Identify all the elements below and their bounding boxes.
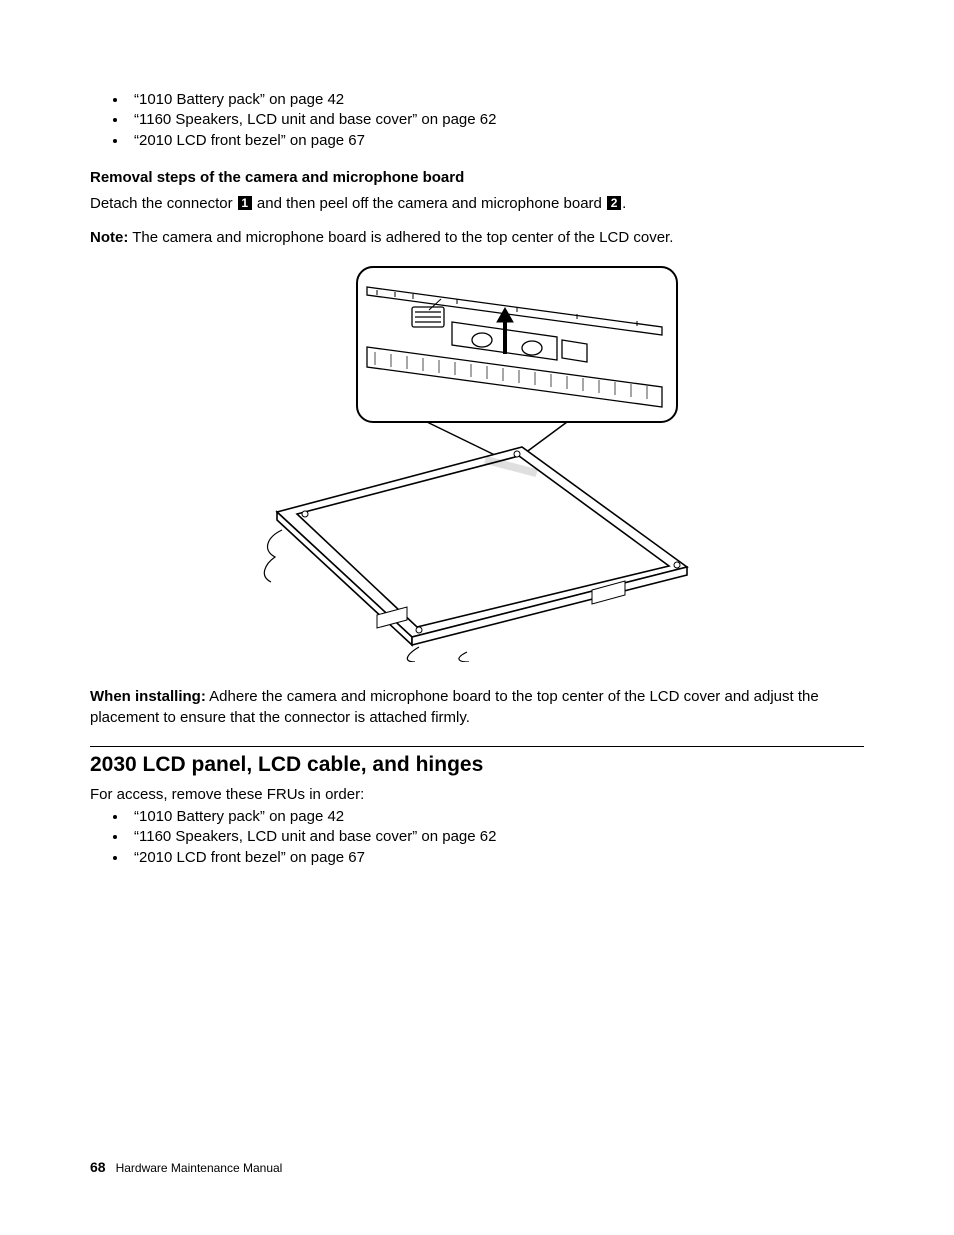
section-2030-heading: 2030 LCD panel, LCD cable, and hinges — [90, 753, 864, 777]
section-rule — [90, 746, 864, 747]
note-text: The camera and microphone board is adher… — [128, 229, 673, 246]
page: “1010 Battery pack” on page 42 “1160 Spe… — [0, 0, 954, 1235]
prereq-list-1: “1010 Battery pack” on page 42 “1160 Spe… — [90, 90, 864, 151]
list-item: “1010 Battery pack” on page 42 — [128, 807, 864, 827]
section-2030-lead: For access, remove these FRUs in order: — [90, 785, 864, 805]
prereq-list-2: “1010 Battery pack” on page 42 “1160 Spe… — [90, 807, 864, 868]
list-item: “1160 Speakers, LCD unit and base cover”… — [128, 110, 864, 130]
removal-instruction: Detach the connector 1 and then peel off… — [90, 194, 864, 214]
list-item: “1160 Speakers, LCD unit and base cover”… — [128, 827, 864, 847]
note-label: Note: — [90, 229, 128, 246]
callout-2-inline: 2 — [607, 196, 621, 210]
page-footer: 68 Hardware Maintenance Manual — [90, 1159, 282, 1175]
footer-title: Hardware Maintenance Manual — [116, 1161, 283, 1175]
callout-1-inline: 1 — [238, 196, 252, 210]
illustration-svg — [257, 262, 697, 662]
installing-paragraph: When installing: Adhere the camera and m… — [90, 687, 864, 728]
list-item: “1010 Battery pack” on page 42 — [128, 90, 864, 110]
list-item: “2010 LCD front bezel” on page 67 — [128, 131, 864, 151]
note-paragraph: Note: The camera and microphone board is… — [90, 228, 864, 248]
page-number: 68 — [90, 1159, 106, 1175]
installing-label: When installing: — [90, 688, 206, 705]
instruction-text: Detach the connector — [90, 195, 237, 212]
camera-board-figure: 1 2 — [257, 262, 697, 662]
instruction-text: . — [622, 195, 626, 212]
removal-heading: Removal steps of the camera and micropho… — [90, 169, 864, 186]
list-item: “2010 LCD front bezel” on page 67 — [128, 848, 864, 868]
instruction-text: and then peel off the camera and microph… — [253, 195, 606, 212]
figure-container: 1 2 — [90, 262, 864, 667]
